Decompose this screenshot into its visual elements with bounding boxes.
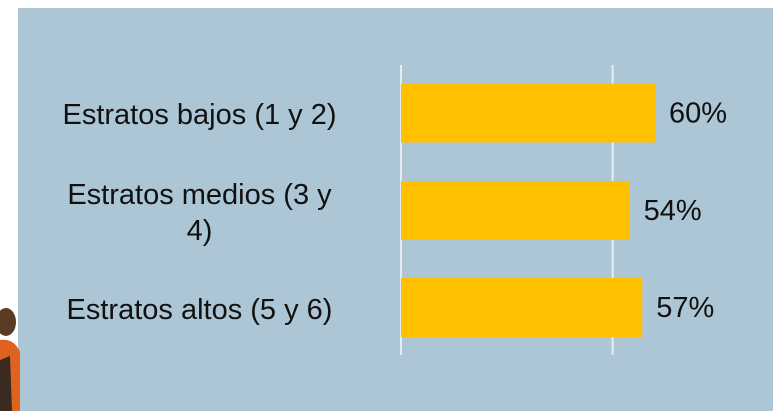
category-label: Estratos altos (5 y 6)	[66, 293, 333, 326]
bar	[401, 181, 630, 240]
category-label: Estratos medios (3 y 4)	[67, 178, 332, 247]
bar	[401, 83, 655, 143]
character-illustration	[0, 308, 20, 411]
value-label: 54%	[644, 195, 702, 227]
category-label: Estratos bajos (1 y 2)	[62, 99, 337, 131]
bar	[401, 278, 643, 337]
value-label: 60%	[669, 98, 727, 130]
chart-background	[18, 8, 773, 411]
value-label: 57%	[656, 292, 714, 324]
